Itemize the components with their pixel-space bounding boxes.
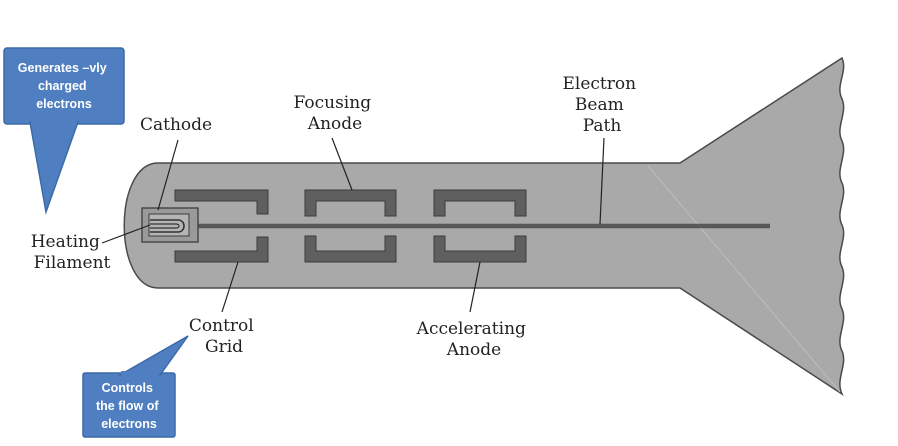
focusing-anode-bottom: [304, 235, 397, 263]
label-control-grid-line1: Control: [189, 316, 254, 336]
heating-filament-leader: [101, 224, 151, 244]
label-focusing-anode: Focusing Anode: [294, 93, 377, 134]
callout-grid-joint: [121, 371, 159, 377]
accelerating-anode-top: [433, 189, 527, 217]
callout-cathode-note: Generates –vly charged electrons: [3, 47, 125, 215]
callout-cathode-text: Generates –vly charged electrons: [18, 61, 110, 111]
cathode-assembly: [141, 207, 199, 243]
label-heating-filament-line1: Heating: [31, 232, 100, 252]
control-grid-bottom: [174, 236, 269, 263]
label-electron-beam-path-line2: Beam: [575, 95, 624, 115]
callout-cathode-joint: [31, 119, 77, 125]
label-focusing-anode-line2: Anode: [307, 114, 362, 134]
heating-filament-inner: [150, 223, 180, 229]
label-focusing-anode-line1: Focusing: [294, 93, 372, 113]
callout-grid-note: Controls the flow of electrons: [82, 335, 189, 438]
label-electron-beam-path-line3: Path: [583, 116, 622, 136]
heating-filament: [150, 219, 185, 233]
callout-cathode-pointer: [29, 121, 80, 215]
label-control-grid: Control Grid: [189, 316, 259, 357]
accelerating-anode-leader: [469, 261, 481, 313]
callout-grid-line3: electrons: [101, 417, 157, 431]
label-electron-beam-path-line1: Electron: [563, 74, 637, 94]
label-heating-filament: Heating Filament: [31, 232, 111, 273]
label-cathode: Cathode: [140, 115, 212, 135]
label-heating-filament-line2: Filament: [34, 253, 111, 273]
cathode-leader: [157, 139, 179, 211]
label-control-grid-line2: Grid: [205, 337, 243, 357]
label-electron-beam-path: Electron Beam Path: [563, 74, 642, 136]
focusing-anode-leader: [331, 137, 353, 191]
control-grid-top: [174, 189, 269, 215]
callout-grid-line1: Controls: [102, 381, 153, 395]
callout-cathode-line2: charged: [38, 79, 87, 93]
accelerating-anode-bottom: [433, 235, 527, 263]
tube-flare-edge-top: [647, 165, 841, 393]
label-accelerating-anode-line1: Accelerating: [416, 319, 526, 339]
focusing-anode-top: [304, 189, 397, 217]
callout-cathode-line1: Generates –vly: [18, 61, 107, 75]
control-grid-leader: [221, 261, 239, 313]
label-accelerating-anode: Accelerating Anode: [416, 319, 532, 360]
callout-grid-pointer: [117, 335, 189, 376]
callout-cathode-line3: electrons: [36, 97, 92, 111]
electron-beam-path-leader: [599, 137, 605, 225]
callout-grid-line2: the flow of: [96, 399, 159, 413]
callout-grid-text: Controls the flow of electrons: [96, 381, 162, 431]
label-accelerating-anode-line2: Anode: [446, 340, 501, 360]
